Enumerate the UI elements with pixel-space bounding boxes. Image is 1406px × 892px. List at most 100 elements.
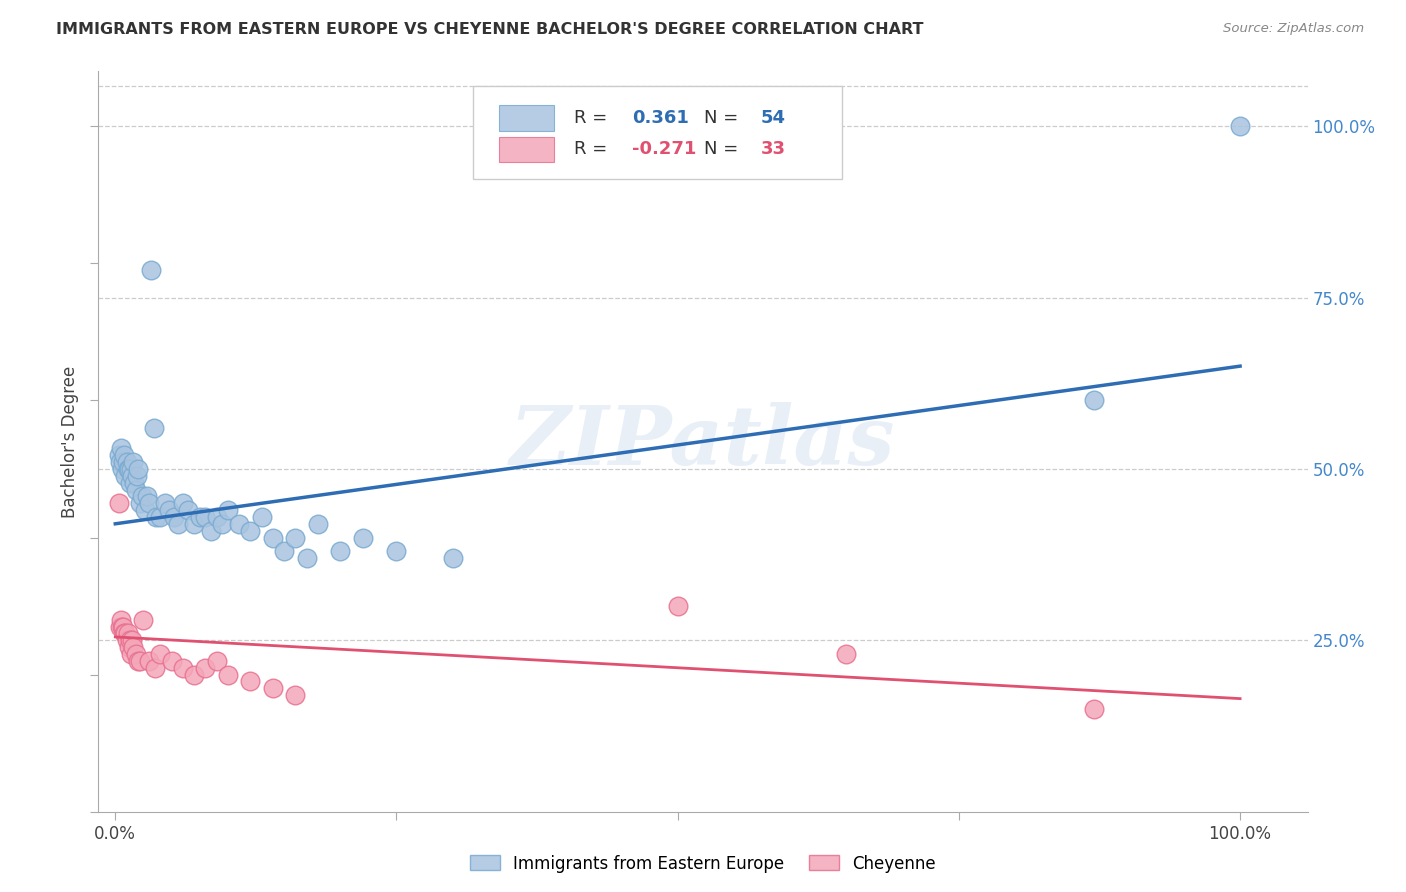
Point xyxy=(127,654,149,668)
Point xyxy=(1083,393,1105,408)
Point xyxy=(108,619,131,633)
Point xyxy=(145,510,167,524)
Point xyxy=(217,667,239,681)
Text: -0.271: -0.271 xyxy=(631,140,696,158)
Point xyxy=(138,496,160,510)
Point xyxy=(135,489,157,503)
Point xyxy=(127,462,149,476)
Point xyxy=(188,510,211,524)
FancyBboxPatch shape xyxy=(499,105,554,130)
Point xyxy=(110,442,132,456)
Point xyxy=(205,654,228,668)
Point xyxy=(239,674,262,689)
Point xyxy=(385,544,408,558)
Point xyxy=(666,599,689,613)
Point xyxy=(111,619,134,633)
Text: N =: N = xyxy=(704,140,744,158)
Point xyxy=(163,510,186,524)
Point xyxy=(149,510,172,524)
Point xyxy=(124,647,146,661)
Point xyxy=(115,455,138,469)
Text: IMMIGRANTS FROM EASTERN EUROPE VS CHEYENNE BACHELOR'S DEGREE CORRELATION CHART: IMMIGRANTS FROM EASTERN EUROPE VS CHEYEN… xyxy=(56,22,924,37)
Point xyxy=(124,475,146,490)
Point xyxy=(124,483,146,497)
Point xyxy=(250,510,273,524)
Point xyxy=(112,619,135,633)
Point xyxy=(134,503,156,517)
Point xyxy=(110,613,132,627)
Point xyxy=(125,468,148,483)
Point xyxy=(284,688,307,702)
Point xyxy=(114,468,136,483)
Point xyxy=(114,626,136,640)
Point xyxy=(121,468,143,483)
Point xyxy=(118,462,141,476)
Text: Source: ZipAtlas.com: Source: ZipAtlas.com xyxy=(1223,22,1364,36)
Point xyxy=(217,503,239,517)
Point xyxy=(153,496,176,510)
Point xyxy=(160,654,183,668)
Text: R =: R = xyxy=(574,109,613,127)
Point xyxy=(120,647,142,661)
Point xyxy=(835,647,858,661)
Point xyxy=(122,455,145,469)
Point xyxy=(157,503,180,517)
Point xyxy=(149,647,172,661)
Point xyxy=(111,462,134,476)
Point xyxy=(115,633,138,648)
Point xyxy=(183,516,205,531)
Point xyxy=(194,510,217,524)
Point xyxy=(129,654,152,668)
Point xyxy=(112,626,135,640)
Point xyxy=(307,516,329,531)
Point xyxy=(118,475,141,490)
Point xyxy=(239,524,262,538)
Point xyxy=(262,681,284,696)
Point xyxy=(121,633,143,648)
Point xyxy=(141,263,163,277)
Point xyxy=(211,516,233,531)
Point xyxy=(108,455,131,469)
Point xyxy=(112,448,135,462)
Point xyxy=(352,531,374,545)
Point xyxy=(284,531,307,545)
Point xyxy=(183,667,205,681)
Point xyxy=(1083,702,1105,716)
Point xyxy=(120,462,142,476)
Point xyxy=(1229,119,1251,133)
Point xyxy=(132,613,155,627)
Point xyxy=(117,462,139,476)
Point xyxy=(131,489,153,503)
Point xyxy=(200,524,222,538)
Point xyxy=(117,626,139,640)
Point xyxy=(143,661,166,675)
FancyBboxPatch shape xyxy=(499,136,554,161)
Point xyxy=(112,455,135,469)
Point xyxy=(194,661,217,675)
Point xyxy=(107,448,129,462)
Point xyxy=(172,496,194,510)
Point xyxy=(177,503,200,517)
Text: 33: 33 xyxy=(761,140,786,158)
Point xyxy=(167,516,190,531)
Point xyxy=(138,654,160,668)
Text: R =: R = xyxy=(574,140,613,158)
Point xyxy=(295,551,318,566)
Legend: Immigrants from Eastern Europe, Cheyenne: Immigrants from Eastern Europe, Cheyenne xyxy=(463,848,943,880)
Point xyxy=(205,510,228,524)
Point xyxy=(329,544,352,558)
Text: 0.361: 0.361 xyxy=(631,109,689,127)
Text: 54: 54 xyxy=(761,109,786,127)
Y-axis label: Bachelor's Degree: Bachelor's Degree xyxy=(60,366,79,517)
Point xyxy=(129,496,152,510)
Text: ZIPatlas: ZIPatlas xyxy=(510,401,896,482)
Point xyxy=(172,661,194,675)
Point xyxy=(118,633,141,648)
Point xyxy=(273,544,295,558)
Point xyxy=(262,531,284,545)
Point xyxy=(107,496,129,510)
FancyBboxPatch shape xyxy=(474,87,842,178)
Point xyxy=(118,640,141,655)
Point xyxy=(228,516,250,531)
Point xyxy=(441,551,464,566)
